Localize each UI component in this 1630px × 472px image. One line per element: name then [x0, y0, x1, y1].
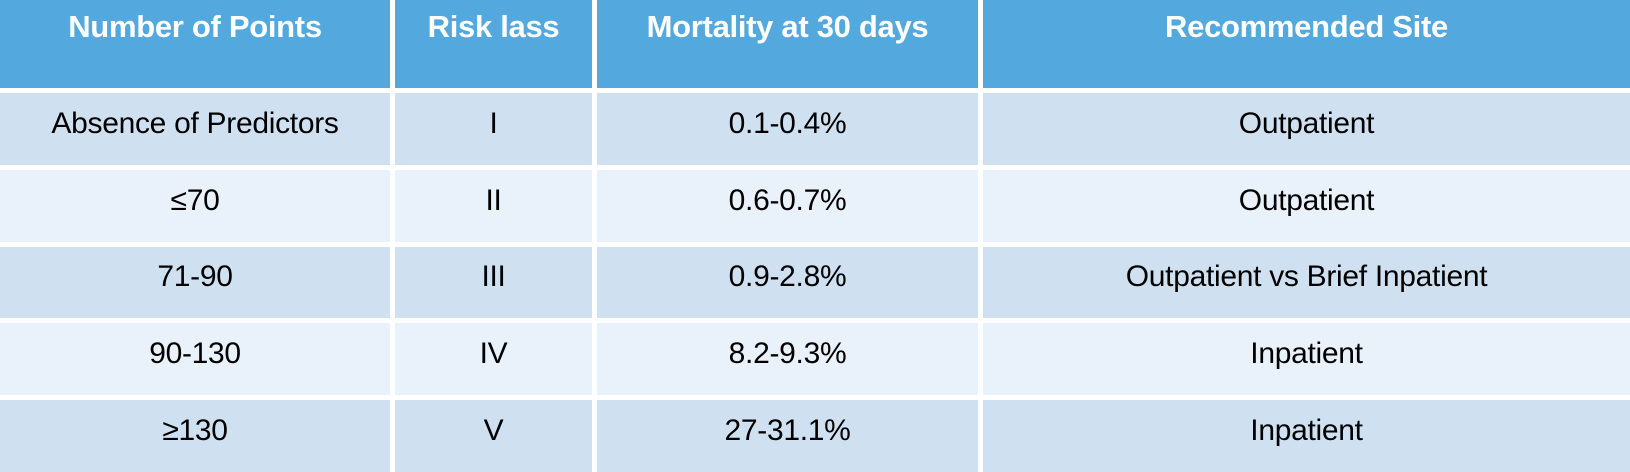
cell-mortality: 0.6-0.7%: [597, 169, 978, 242]
cell-mortality: 0.1-0.4%: [597, 93, 978, 165]
cell-recommended-site: Outpatient: [983, 93, 1630, 165]
cell-risk-class: V: [395, 400, 592, 472]
cell-risk-class: II: [395, 169, 592, 242]
cell-risk-class: III: [395, 246, 592, 319]
cell-mortality: 8.2-9.3%: [597, 323, 978, 396]
cell-risk-class: I: [395, 93, 592, 165]
header-number-of-points: Number of Points: [0, 0, 390, 88]
cell-risk-class: IV: [395, 323, 592, 396]
header-recommended-site: Recommended Site: [983, 0, 1630, 88]
header-risk-class: Risk lass: [395, 0, 592, 88]
header-mortality-30-days: Mortality at 30 days: [597, 0, 978, 88]
cell-points: 90-130: [0, 323, 390, 396]
cell-points: 71-90: [0, 246, 390, 319]
cell-points: Absence of Predictors: [0, 93, 390, 165]
cell-mortality: 0.9-2.8%: [597, 246, 978, 319]
cell-recommended-site: Outpatient vs Brief Inpatient: [983, 246, 1630, 319]
cell-points: ≤70: [0, 169, 390, 242]
cell-mortality: 27-31.1%: [597, 400, 978, 472]
cell-points: ≥130: [0, 400, 390, 472]
cell-recommended-site: Inpatient: [983, 323, 1630, 396]
cell-recommended-site: Outpatient: [983, 169, 1630, 242]
cell-recommended-site: Inpatient: [983, 400, 1630, 472]
